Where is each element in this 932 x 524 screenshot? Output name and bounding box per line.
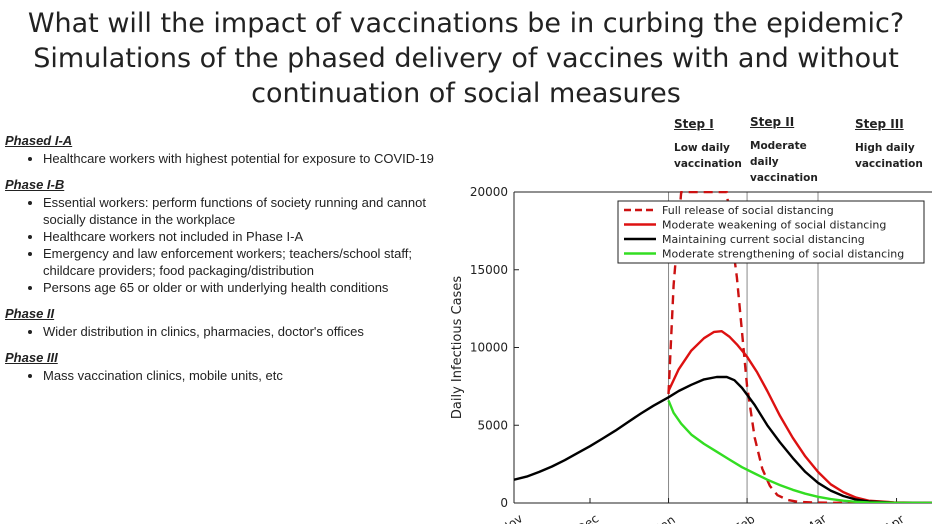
phase-i-a: Phased I-A Healthcare workers with highe… [5,133,435,167]
series-line-4 [667,399,932,503]
phase-i-b: Phase I-B Essential workers: perform fun… [5,177,435,296]
step-desc-line: Low daily [674,142,730,154]
phase-items: Wider distribution in clinics, pharmacie… [5,323,435,340]
x-tick-label: Jan [654,513,678,524]
x-tick-label: Mar [802,511,829,524]
legend-label: Maintaining current social distancing [662,233,865,246]
step-name: Step II [750,115,795,129]
phase-item: Healthcare workers not included in Phase… [43,228,435,245]
step-desc-line: High daily [855,142,915,154]
step-desc-line: vaccination [674,158,742,170]
phase-title: Phased I-A [5,133,73,148]
step-iii-label: Step III High daily vaccination [855,117,923,172]
slide-title: What will the impact of vaccinations be … [0,6,932,111]
step-name: Step III [855,117,904,131]
legend-label: Full release of social distancing [662,204,834,217]
legend-box [617,200,925,264]
series-line-1 [667,191,932,503]
phase-title: Phase I-B [5,177,65,192]
title-line-1: What will the impact of vaccinations be … [27,8,905,39]
legend-label: Moderate weakening of social distancing [662,219,886,232]
y-tick-label: 5000 [477,418,508,432]
phase-iii: Phase III Mass vaccination clinics, mobi… [5,350,435,384]
y-axis-label: Daily Infectious Cases [450,276,465,419]
step-ii-label: Step II Moderate daily vaccination [750,115,818,186]
x-tick-label: Feb [732,512,757,524]
phase-ii: Phase II Wider distribution in clinics, … [5,306,435,340]
phase-items: Healthcare workers with highest potentia… [5,150,435,167]
step-desc-line: Moderate [750,140,807,152]
legend-label: Moderate strengthening of social distanc… [662,248,904,261]
phase-item: Healthcare workers with highest potentia… [43,150,435,167]
series-line-3 [514,375,932,503]
step-desc: Low daily vaccination [674,140,742,172]
step-name: Step I [674,117,714,131]
y-tick-label: 20000 [470,185,508,199]
phase-list: Phased I-A Healthcare workers with highe… [5,133,435,394]
phase-items: Mass vaccination clinics, mobile units, … [5,367,435,384]
phase-item: Persons age 65 or older or with underlyi… [43,279,435,296]
phase-item: Emergency and law enforcement workers; t… [43,245,435,279]
step-desc: High daily vaccination [855,140,923,172]
y-tick-label: 10000 [470,341,508,355]
phase-title: Phase II [5,306,55,321]
x-tick-label: Nov [498,511,525,524]
phase-item: Mass vaccination clinics, mobile units, … [43,367,435,384]
phase-item: Wider distribution in clinics, pharmacie… [43,323,435,340]
x-tick-label: Apr [882,512,907,524]
step-i-label: Step I Low daily vaccination [674,117,742,172]
x-tick-label: Dec [574,511,601,524]
phase-item: Essential workers: perform functions of … [43,194,435,228]
step-desc-line: daily [750,156,779,168]
step-desc-line: vaccination [855,158,923,170]
y-tick-label: 15000 [470,263,508,277]
series-line-2 [667,330,932,503]
y-tick-label: 0 [500,496,508,510]
phase-title: Phase III [5,350,58,365]
step-desc: Moderate daily vaccination [750,138,818,186]
step-desc-line: vaccination [750,172,818,184]
title-line-2: Simulations of the phased delivery of va… [33,43,899,74]
phase-items: Essential workers: perform functions of … [5,194,435,296]
title-line-3: continuation of social measures [251,78,681,109]
